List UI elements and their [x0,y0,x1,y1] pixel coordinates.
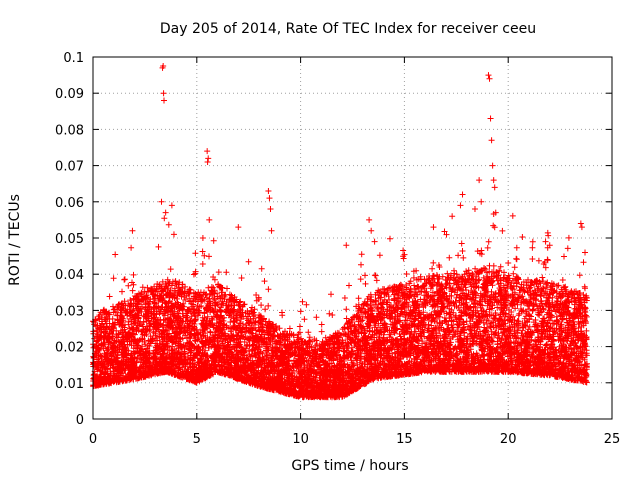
roti-peak-point [266,195,273,202]
y-tick-label: 0.06 [55,196,84,211]
y-tick-label: 0.05 [55,232,84,247]
x-axis-label: GPS time / hours [291,458,408,474]
y-tick-label: 0.03 [55,304,84,319]
roti-peak-point [160,97,167,104]
chart-title: Day 205 of 2014, Rate Of TEC Index for r… [160,21,536,37]
roti-peak-point [582,249,589,256]
x-tick-label: 15 [396,432,413,447]
x-tick-label: 10 [292,432,309,447]
y-tick-label: 0.01 [55,377,84,392]
roti-peak-point [487,115,494,122]
y-tick-label: 0 [76,413,84,428]
roti-peak-point [490,177,497,184]
y-tick-label: 0.09 [55,87,84,102]
y-tick-label: 0.1 [63,51,84,66]
roti-peak-point [343,242,350,249]
plot-frame [92,56,613,420]
roti-peak-point [168,202,175,209]
roti-peak-point [430,224,437,231]
roti-peak-point [457,202,464,209]
roti-peak-point [485,72,492,79]
roti-peak-point [206,216,213,223]
y-tick-label: 0.04 [55,268,84,283]
roti-peak-point [158,198,165,205]
roti-peak-point [492,209,499,216]
roti-peak-point [368,227,375,234]
roti-peak-point [471,206,478,213]
roti-peak-point [459,191,466,198]
roti-peak-point [486,75,493,82]
roti-point-cloud [90,211,590,401]
roti-peak-point [488,137,495,144]
data-points [90,63,590,401]
x-tick-label: 0 [89,432,97,447]
roti-peak-point [476,177,483,184]
x-tick-label: 20 [500,432,517,447]
roti-peak-point [478,198,485,205]
roti-peak-point [235,224,242,231]
roti-peak-point [546,242,553,249]
roti-peak-point [577,220,584,227]
roti-peak-point [265,187,272,194]
roti-peak-point [366,216,373,223]
roti-peak-point [204,148,211,155]
roti-peak-point [267,206,274,213]
y-tick-label: 0.08 [55,123,84,138]
x-tick-label: 5 [193,432,201,447]
roti-peak-point [578,224,585,231]
roti-peak-point [162,209,169,216]
roti-peak-point [170,231,177,238]
roti-peak-point [205,155,212,162]
y-tick-label: 0.07 [55,160,84,175]
roti-peak-point [129,227,136,234]
y-axis-label: ROTI / TECUs [7,194,23,286]
y-tick-label: 0.02 [55,341,84,356]
roti-peak-point [489,162,496,169]
axis-ticks: 0 5 10 15 20 25 0 0.01 0.02 0.03 0.04 0.05 0.06 0.07 0… [55,51,620,447]
roti-peak-point [268,227,275,234]
roti-peak-point [204,158,211,165]
roti-peak-point [542,238,549,245]
x-tick-label: 25 [604,432,621,447]
roti-peak-point [491,184,498,191]
roti-peak-point [160,90,167,97]
roti-peak-point [449,213,456,220]
roti-peak-point [160,63,167,70]
